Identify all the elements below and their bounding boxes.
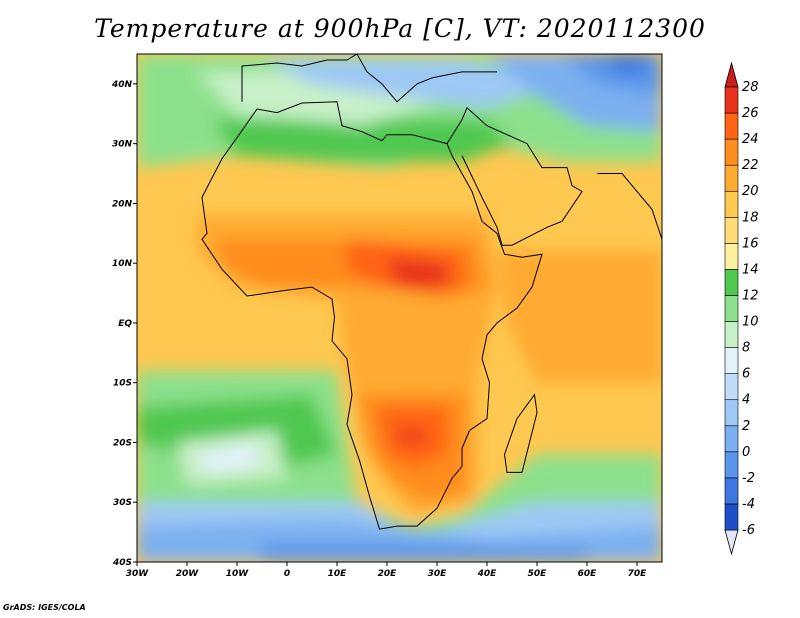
x-tick-label: 30W (126, 569, 150, 579)
colorbar-swatch (724, 477, 739, 505)
x-tick-label: 10W (226, 569, 250, 579)
colorbar-label: 12 (742, 288, 759, 303)
y-tick-label: EQ (118, 319, 132, 329)
colorbar-label: 8 (742, 341, 750, 356)
x-tick-label: 0 (284, 569, 290, 579)
colorbar-swatch (724, 321, 739, 348)
colorbar-label: 18 (742, 210, 759, 225)
africa-coastline (201, 101, 543, 530)
colorbar-swatch (724, 164, 739, 192)
colorbar-label: -2 (742, 471, 755, 486)
colorbar-label: 24 (742, 132, 759, 147)
colorbar-label: -6 (742, 523, 755, 538)
y-tick-label: 20N (112, 199, 133, 209)
temperature-region (197, 442, 257, 473)
y-tick-label: 10N (112, 259, 133, 269)
colorbar-swatch (724, 503, 739, 531)
y-axis: 40S 30S 20S 10S EQ 10N 20N 30N 40N (111, 80, 137, 568)
x-axis: 30W 20W 10W 0 10E 20E 30E 40E 50E 60E 70E (126, 562, 647, 579)
colorbar-swatch (724, 243, 739, 270)
y-tick-label: 40S (112, 558, 132, 568)
temperature-region (212, 119, 512, 162)
x-tick-label: 50E (528, 569, 548, 579)
asia-coastline (597, 173, 662, 240)
colorbar-swatch (724, 112, 739, 140)
temperature-field (137, 54, 662, 562)
colorbar-swatch (724, 295, 739, 322)
colorbar-label: 28 (742, 80, 759, 95)
colorbar-label: 4 (742, 393, 750, 408)
europe-coastline (241, 54, 497, 103)
plot-frame (136, 53, 663, 563)
arabia-coastline (446, 106, 583, 246)
grads-credit: GrADS: IGES/COLA (3, 603, 86, 612)
colorbar-swatch (724, 347, 739, 374)
colorbar-bottom-arrow (724, 529, 739, 556)
colorbar-swatch (724, 373, 739, 401)
y-tick-label: 20S (113, 438, 132, 448)
temperature-region (397, 430, 427, 443)
colorbar-label: 2 (742, 419, 750, 434)
y-tick-label: 10S (113, 379, 132, 389)
y-tick-label: 40N (111, 80, 133, 90)
temperature-region (497, 251, 662, 383)
colorbar-label: 16 (742, 236, 759, 251)
x-tick-label: 40E (477, 569, 498, 579)
y-tick-label: 30S (113, 498, 132, 508)
colorbar-top-arrow (724, 61, 739, 88)
coastline-layer (201, 54, 662, 530)
x-tick-label: 20W (176, 569, 200, 579)
colorbar-label: 10 (742, 315, 759, 330)
colorbar-label: 6 (742, 367, 750, 382)
temperature-region (607, 54, 647, 72)
colorbar-label: 26 (742, 106, 759, 121)
colorbar-swatch (724, 399, 739, 427)
x-tick-label: 10E (328, 569, 348, 579)
colorbar-label: 20 (742, 184, 759, 199)
colorbar-swatch (724, 190, 739, 218)
temperature-region (387, 257, 447, 288)
colorbar-label: -4 (742, 497, 755, 512)
madagascar-coastline (503, 393, 538, 473)
x-tick-label: 70E (628, 569, 648, 579)
colorbar-swatch (724, 425, 739, 453)
x-tick-label: 20E (378, 569, 398, 579)
temperature-region (262, 544, 587, 562)
map-title: Temperature at 900hPa [C], VT: 202011230… (94, 14, 706, 43)
colorbar-label: 0 (742, 445, 750, 460)
x-tick-label: 60E (578, 569, 598, 579)
y-tick-label: 30N (112, 140, 133, 150)
colorbar-label: 22 (742, 158, 759, 173)
colorbar-swatch (724, 86, 739, 114)
colorbar-swatch (724, 216, 739, 244)
colorbar-swatch (724, 138, 739, 166)
x-tick-label: 30E (428, 569, 448, 579)
colorbar-label: 14 (742, 262, 759, 277)
colorbar-swatch (724, 451, 739, 479)
colorbar-swatch (724, 269, 739, 296)
